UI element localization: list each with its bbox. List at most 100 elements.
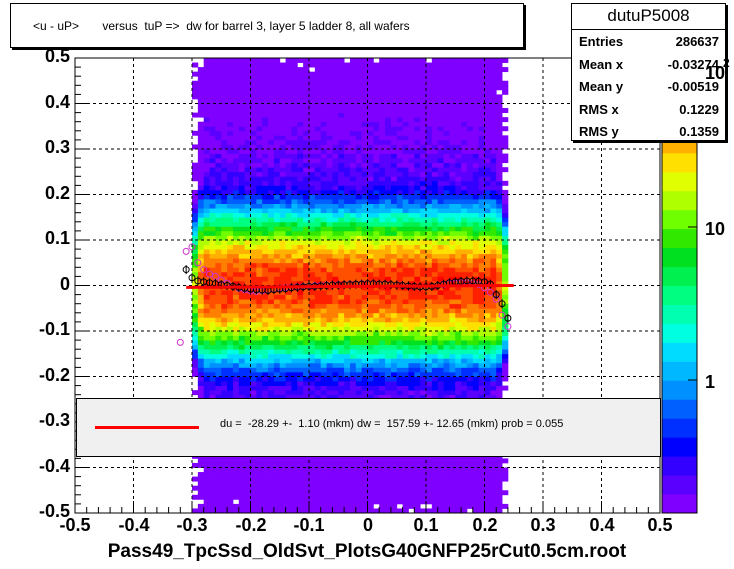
heatmap-cell xyxy=(408,481,415,487)
heatmap-cell xyxy=(361,71,368,77)
heatmap-cell xyxy=(209,62,216,68)
heatmap-cell xyxy=(273,258,281,264)
heatmap-cell xyxy=(197,494,205,500)
heatmap-cell xyxy=(390,249,398,255)
heatmap-cell xyxy=(461,285,468,291)
heatmap-cell xyxy=(455,135,462,141)
heatmap-cell xyxy=(244,117,251,123)
heatmap-cell xyxy=(396,294,403,300)
heatmap-cell xyxy=(390,499,398,505)
heatmap-cell xyxy=(367,62,374,68)
heatmap-cell xyxy=(326,62,333,68)
heatmap-cell xyxy=(472,126,480,132)
heatmap-cell xyxy=(449,108,456,113)
heatmap-cell xyxy=(402,158,409,164)
heatmap-cell xyxy=(396,76,403,82)
heatmap-cell xyxy=(256,317,263,323)
heatmap-cell xyxy=(431,376,439,382)
heatmap-cell xyxy=(355,503,363,509)
heatmap-cell xyxy=(303,217,310,223)
heatmap-cell xyxy=(250,85,257,91)
heatmap-cell xyxy=(466,344,474,350)
heatmap-cell xyxy=(238,80,246,86)
heatmap-cell xyxy=(227,290,234,295)
heatmap-cell xyxy=(221,212,228,218)
heatmap-cell xyxy=(431,199,439,204)
heatmap-cell xyxy=(273,226,281,232)
heatmap-cell xyxy=(426,230,433,236)
heatmap-cell xyxy=(379,171,386,177)
heatmap-cell xyxy=(390,381,398,386)
heatmap-cell xyxy=(472,299,480,305)
heatmap-cell xyxy=(209,158,216,164)
heatmap-cell xyxy=(367,135,374,141)
heatmap-cell xyxy=(402,290,409,295)
heatmap-cell xyxy=(449,462,456,468)
heatmap-cell xyxy=(268,203,275,209)
heatmap-cell xyxy=(291,467,298,473)
heatmap-cell xyxy=(227,212,234,218)
heatmap-cell xyxy=(209,94,216,100)
heatmap-cell xyxy=(408,312,415,318)
heatmap-cell xyxy=(461,367,468,373)
heatmap-cell xyxy=(390,485,398,491)
heatmap-cell xyxy=(443,185,450,191)
heatmap-cell xyxy=(215,144,222,150)
heatmap-cell xyxy=(309,162,316,168)
heatmap-cell xyxy=(355,199,363,204)
heatmap-cell xyxy=(256,185,263,191)
heatmap-cell xyxy=(297,158,304,164)
heatmap-cell xyxy=(367,167,374,173)
heatmap-cell xyxy=(291,253,298,259)
heatmap-cell xyxy=(390,276,398,282)
heatmap-cell xyxy=(268,335,275,341)
heatmap-cell xyxy=(396,121,403,127)
heatmap-cell xyxy=(326,308,333,314)
heatmap-cell xyxy=(344,249,351,255)
heatmap-cell xyxy=(268,71,275,77)
heatmap-cell xyxy=(227,485,234,491)
heatmap-cell xyxy=(344,171,351,177)
heatmap-cell xyxy=(355,467,363,473)
heatmap-cell xyxy=(238,162,246,168)
heatmap-cell xyxy=(203,276,210,282)
heatmap-cell xyxy=(232,139,240,145)
heatmap-cell xyxy=(268,139,275,145)
heatmap-cell xyxy=(367,108,374,113)
heatmap-cell xyxy=(221,144,228,150)
heatmap-cell xyxy=(379,335,386,341)
heatmap-cell xyxy=(197,490,205,496)
heatmap-cell xyxy=(478,71,485,77)
heatmap-cell xyxy=(256,267,263,273)
heatmap-cell xyxy=(472,176,480,182)
heatmap-cell xyxy=(256,130,263,136)
heatmap-cell xyxy=(472,499,480,505)
heatmap-cell xyxy=(385,299,392,305)
heatmap-cell xyxy=(209,290,216,295)
heatmap-cell xyxy=(197,112,205,118)
heatmap-cell xyxy=(232,85,240,91)
heatmap-cell xyxy=(326,258,333,264)
heatmap-cell xyxy=(285,262,292,268)
heatmap-cell xyxy=(215,303,222,309)
heatmap-cell xyxy=(449,344,456,350)
heatmap-cell xyxy=(203,303,210,309)
heatmap-cell xyxy=(449,494,456,500)
heatmap-cell xyxy=(349,290,357,295)
heatmap-cell xyxy=(414,176,421,182)
heatmap-cell xyxy=(215,294,222,300)
heatmap-cell xyxy=(396,462,403,468)
heatmap-cell xyxy=(443,344,450,350)
heatmap-cell xyxy=(232,180,240,186)
heatmap-cell xyxy=(355,62,363,68)
heatmap-cell xyxy=(420,308,427,314)
heatmap-cell xyxy=(320,244,327,250)
heatmap-cell xyxy=(478,467,485,473)
heatmap-cell xyxy=(256,149,263,154)
heatmap-cell xyxy=(472,203,480,209)
heatmap-cell xyxy=(221,494,228,500)
heatmap-cell xyxy=(238,340,246,346)
heatmap-cell xyxy=(426,244,433,250)
heatmap-cell xyxy=(262,189,269,195)
heatmap-cell xyxy=(449,135,456,141)
